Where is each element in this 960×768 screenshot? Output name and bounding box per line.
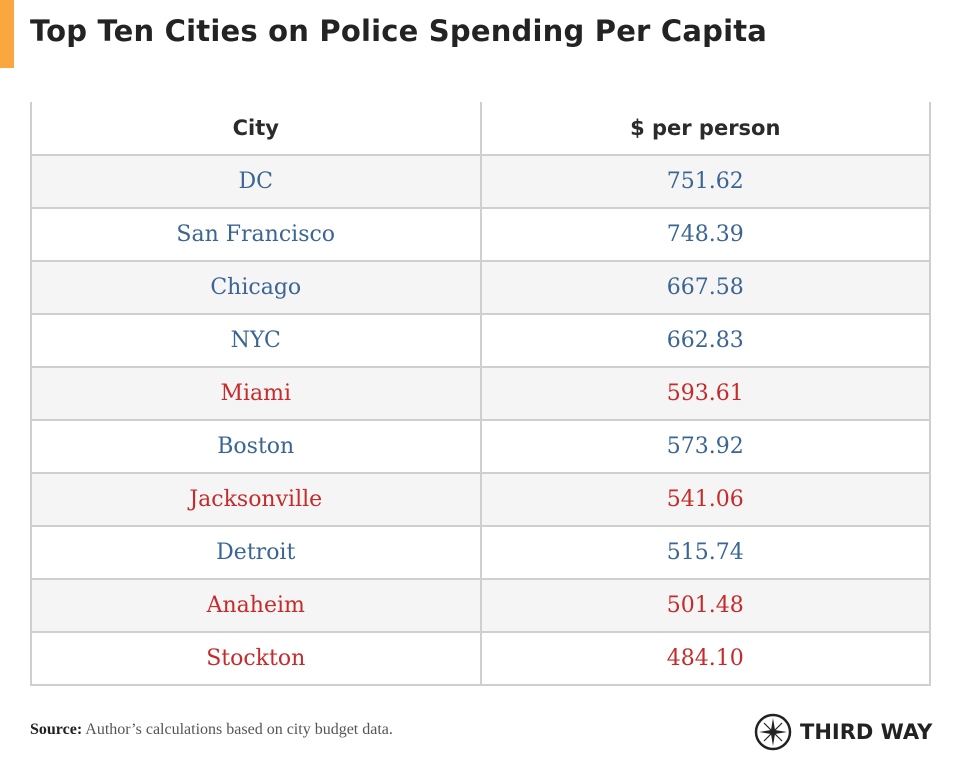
table-row: Boston 573.92	[30, 419, 931, 474]
city-cell: Anaheim	[30, 578, 482, 633]
per-person-cell: 484.10	[479, 631, 931, 686]
table-row: Jacksonville 541.06	[30, 472, 931, 527]
city-cell: Chicago	[30, 260, 482, 315]
page-title: Top Ten Cities on Police Spending Per Ca…	[30, 14, 768, 48]
accent-bar	[0, 0, 14, 68]
city-cell: Stockton	[30, 631, 482, 686]
header-row: City $ per person	[30, 102, 931, 156]
per-person-cell: 501.48	[479, 578, 931, 633]
city-cell: San Francisco	[30, 207, 482, 262]
per-person-cell: 662.83	[479, 313, 931, 368]
city-cell: NYC	[30, 313, 482, 368]
city-cell: Detroit	[30, 525, 482, 580]
table-row: DC 751.62	[30, 154, 931, 209]
per-person-cell: 515.74	[479, 525, 931, 580]
per-person-cell: 667.58	[479, 260, 931, 315]
third-way-logo: THIRD WAY	[754, 713, 932, 751]
city-cell: Miami	[30, 366, 482, 421]
logo-text: THIRD WAY	[800, 720, 933, 744]
table-row: NYC 662.83	[30, 313, 931, 368]
table-row: Miami 593.61	[30, 366, 931, 421]
table-row: Stockton 484.10	[30, 631, 931, 686]
table-row: Anaheim 501.48	[30, 578, 931, 633]
column-header-per-person: $ per person	[479, 102, 931, 156]
per-person-cell: 748.39	[479, 207, 931, 262]
per-person-cell: 593.61	[479, 366, 931, 421]
table-row: Detroit 515.74	[30, 525, 931, 580]
source-label: Source:	[30, 721, 83, 738]
table-row: Chicago 667.58	[30, 260, 931, 315]
per-person-cell: 573.92	[479, 419, 931, 474]
per-person-cell: 541.06	[479, 472, 931, 527]
data-table: City $ per person DC 751.62 San Francisco 7…	[30, 102, 931, 686]
per-person-cell: 751.62	[479, 154, 931, 209]
column-header-city: City	[30, 102, 482, 156]
source-note: Source: Author’s calculations based on c…	[30, 721, 393, 739]
city-cell: DC	[30, 154, 482, 209]
source-text: Author’s calculations based on city budg…	[82, 721, 393, 738]
city-cell: Jacksonville	[30, 472, 482, 527]
table-row: San Francisco 748.39	[30, 207, 931, 262]
city-cell: Boston	[30, 419, 482, 474]
compass-star-icon	[754, 713, 792, 751]
